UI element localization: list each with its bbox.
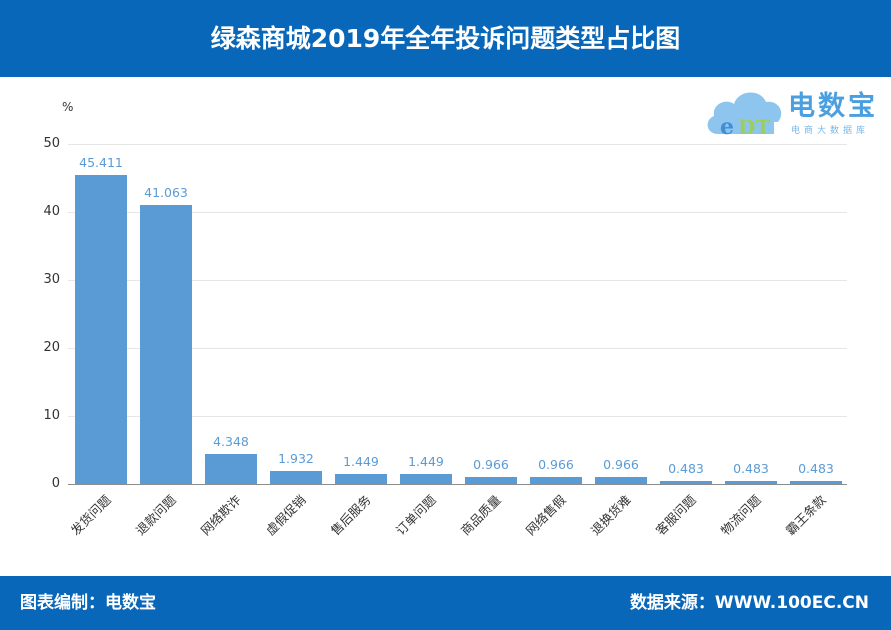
y-tick-label: 20 [43,340,60,355]
y-tick-label: 50 [43,136,60,151]
bar [140,204,192,484]
bar [465,477,517,484]
category-label: 发货问题 [67,492,114,539]
bar-value-label: 4.348 [213,434,249,450]
footer-source: 数据来源：WWW.100EC.CN [629,593,869,613]
bar-value-label: 1.449 [343,454,379,470]
chart-footer: 图表编制：电数宝 数据来源：WWW.100EC.CN [0,576,891,630]
y-tick-label: 10 [43,408,60,423]
bar-value-label: 0.966 [473,457,509,473]
bar-value-label: 45.411 [79,155,123,171]
bar-value-label: 1.449 [408,454,444,470]
y-tick-label: 30 [43,272,60,287]
y-tick-label: 0 [51,476,60,491]
category-label: 网络欺诈 [197,492,244,539]
bar-value-label: 1.932 [278,450,314,466]
gridline [68,144,847,145]
bar [335,474,387,484]
bar [400,474,452,484]
gridline [68,416,847,417]
bar [205,454,257,484]
category-label: 退款问题 [132,492,179,539]
y-axis-unit: % [62,100,74,114]
bar-value-label: 0.483 [798,460,834,476]
category-label: 客服问题 [652,492,699,539]
bar [270,470,322,484]
category-label: 网络售假 [522,492,569,539]
logo-subtitle: 电商大数据库 [791,126,870,136]
svg-text:e: e [720,114,734,140]
category-label: 订单问题 [392,492,439,539]
category-label: 霸王条款 [782,492,829,539]
x-axis-line [68,484,847,485]
bar [595,477,647,484]
logo: e DT 电数宝 电商大数据库 [704,84,884,140]
bar-value-label: 0.966 [538,457,574,473]
footer-credit: 图表编制：电数宝 [20,593,156,613]
cloud-logo-icon: e DT [707,92,782,140]
gridline [68,280,847,281]
svg-text:DT: DT [738,115,770,139]
gridline [68,348,847,349]
category-label: 虚假促销 [262,492,309,539]
bar-value-label: 0.483 [733,460,769,476]
category-label: 退换货难 [587,492,634,539]
bar [75,175,127,484]
gridline [68,212,847,213]
category-label: 物流问题 [717,492,764,539]
category-label: 商品质量 [457,492,504,539]
bar-value-label: 41.063 [144,184,188,200]
bar [790,480,842,484]
y-tick-label: 40 [43,204,60,219]
logo-name: 电数宝 [788,91,878,122]
chart-title: 绿森商城2019年全年投诉问题类型占比图 [210,24,681,53]
category-label: 售后服务 [327,492,374,539]
bar-value-label: 0.966 [603,457,639,473]
bar-value-label: 0.483 [668,460,704,476]
bar [530,477,582,484]
chart-header: 绿森商城2019年全年投诉问题类型占比图 [0,0,891,77]
bar [660,480,712,484]
bar [725,480,777,484]
